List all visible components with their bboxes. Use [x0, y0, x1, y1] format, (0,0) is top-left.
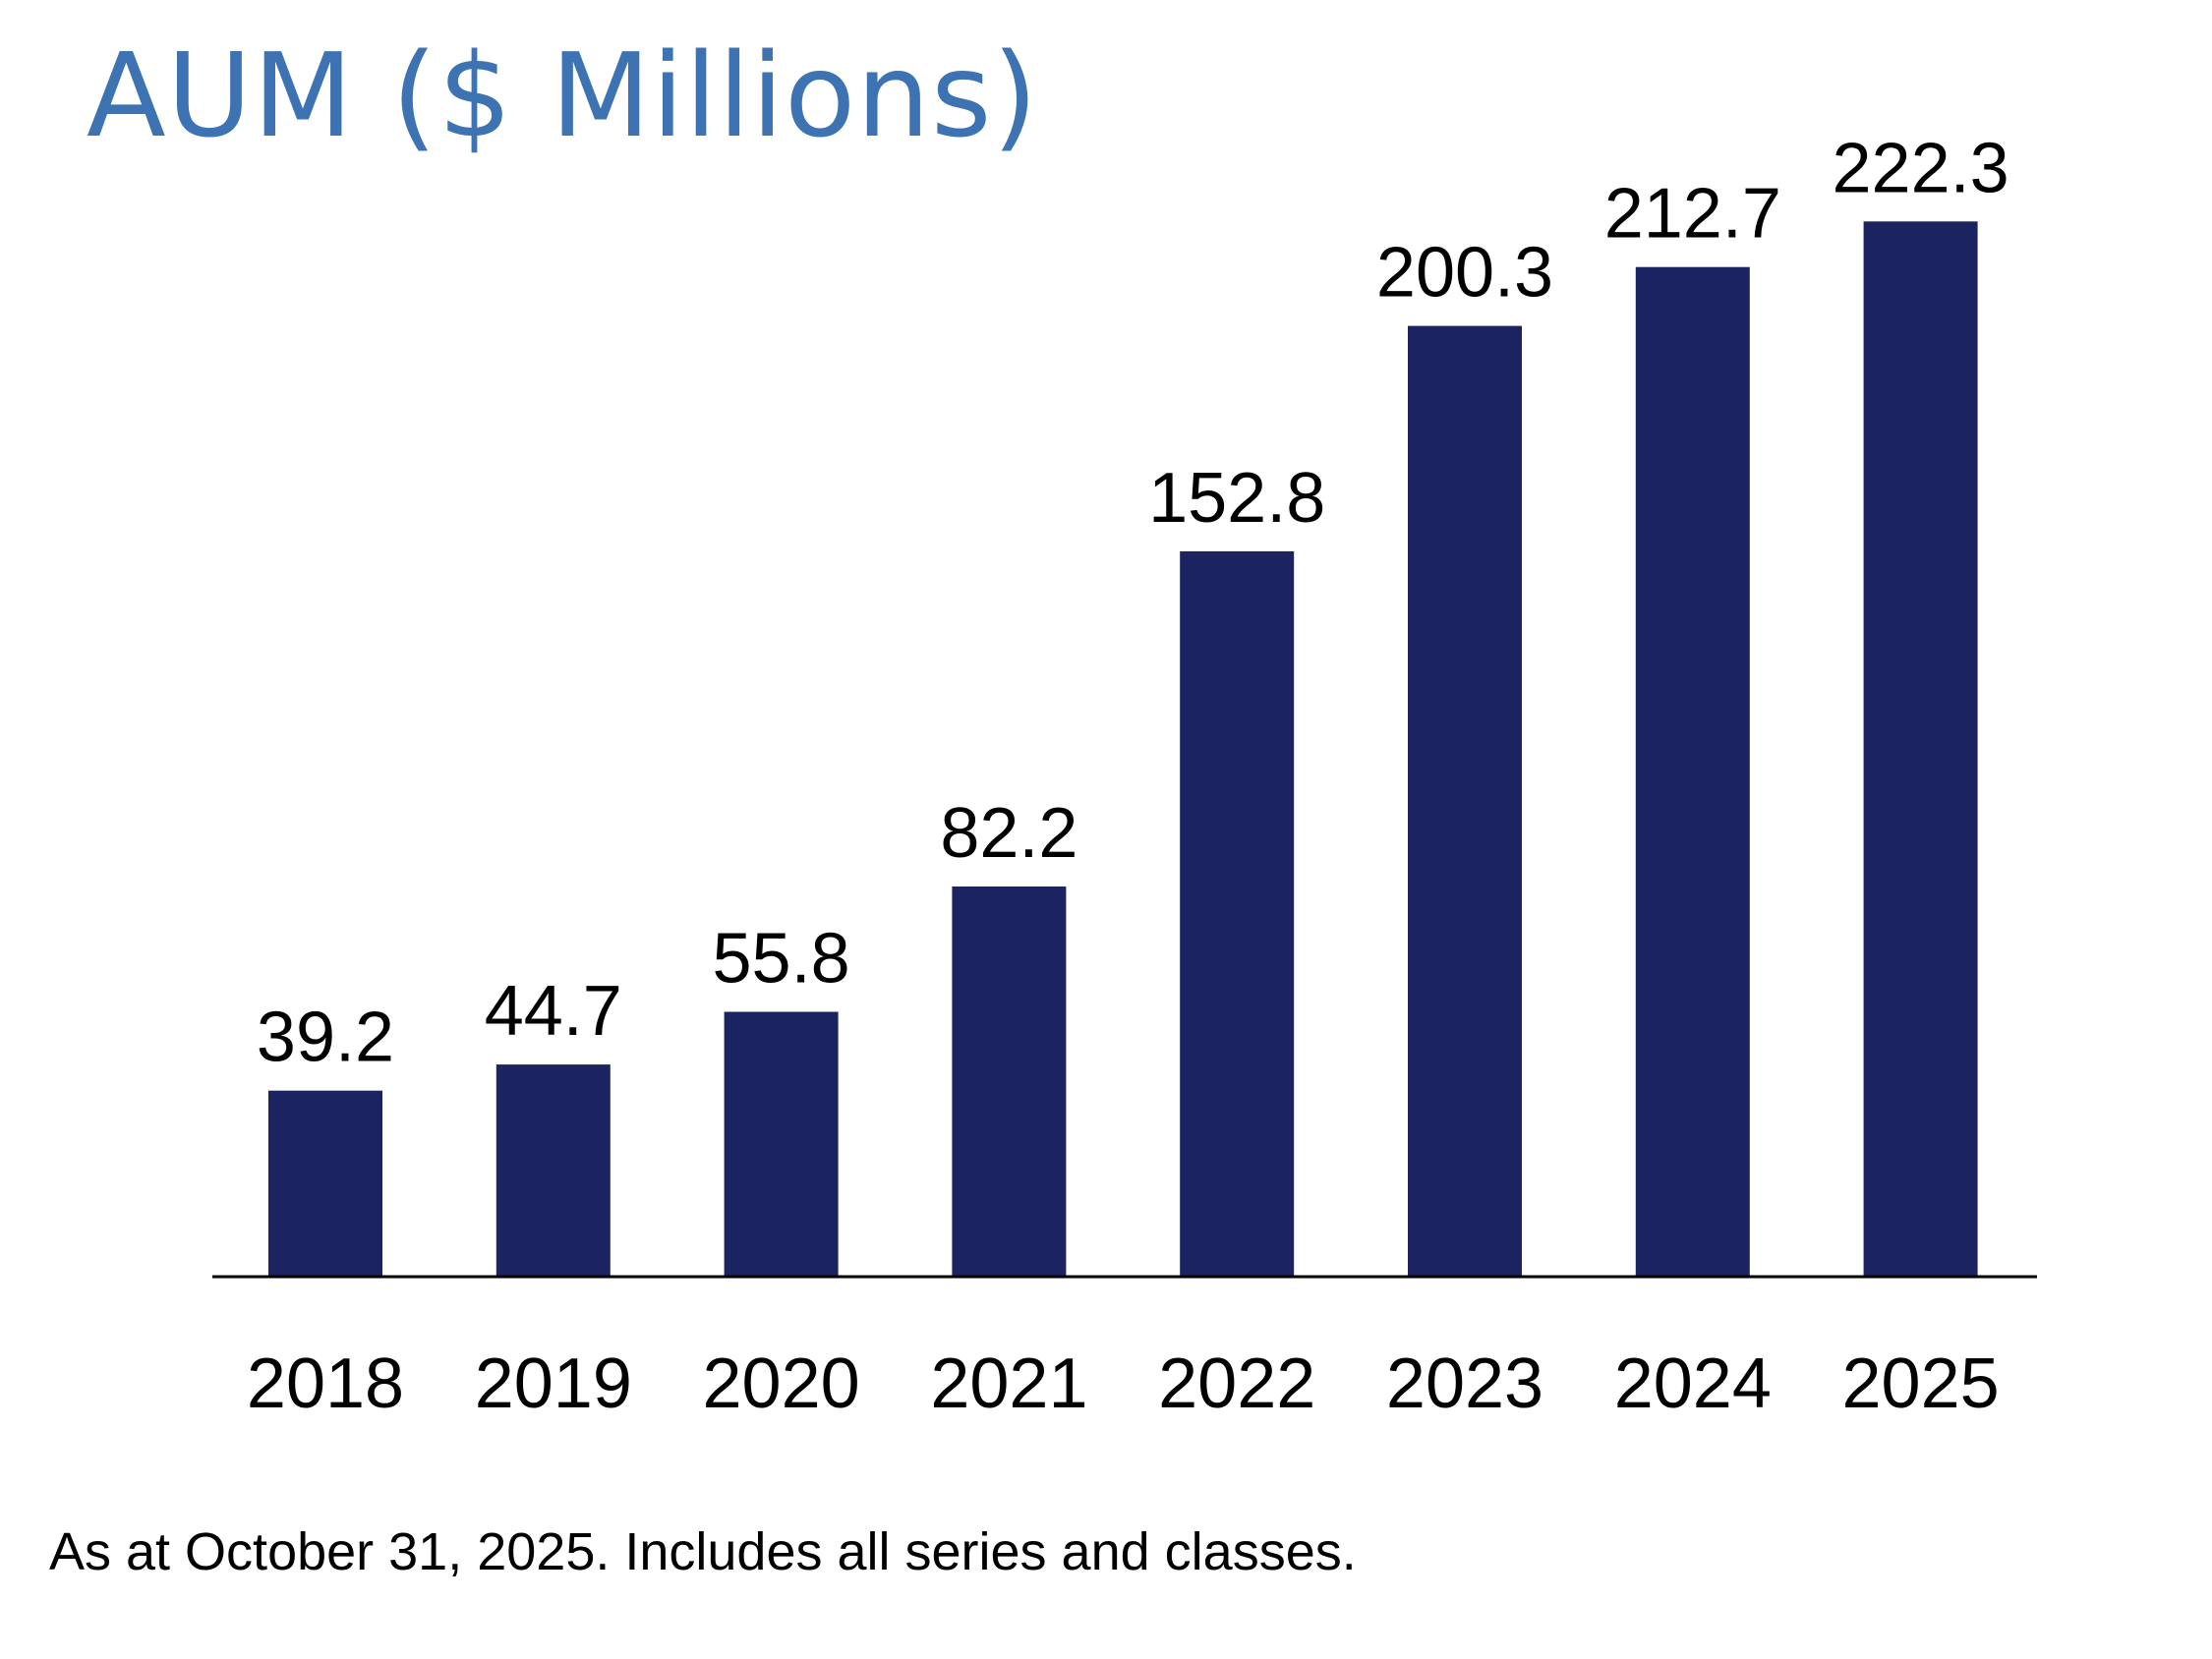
- bar-value-label-2021: 82.2: [940, 794, 1077, 873]
- x-tick-label-2024: 2024: [1614, 1344, 1772, 1423]
- x-tick-label-2025: 2025: [1842, 1344, 2000, 1423]
- x-tick-label-2022: 2022: [1158, 1344, 1315, 1423]
- bar-2018: [268, 1090, 382, 1277]
- x-tick-label-2023: 2023: [1386, 1344, 1543, 1423]
- bar-value-label-2023: 200.3: [1376, 234, 1553, 313]
- bar-value-label-2019: 44.7: [485, 972, 622, 1051]
- footnote: As at October 31, 2025. Includes all ser…: [49, 1522, 1357, 1581]
- bar-2019: [495, 1064, 611, 1277]
- bar-2024: [1635, 266, 1750, 1278]
- bar-2023: [1408, 325, 1522, 1278]
- x-tick-labels-group: 2018 2019 2020 2021 2022 2023 2024 2025: [247, 1344, 2000, 1423]
- chart-title: AUM ($ Millions): [87, 28, 1039, 163]
- bar-value-label-2022: 152.8: [1148, 459, 1325, 538]
- bar-2022: [1180, 551, 1295, 1277]
- bar-value-label-2020: 55.8: [713, 920, 850, 999]
- bars-group: [268, 221, 1978, 1278]
- bar-value-label-2025: 222.3: [1833, 129, 2009, 207]
- bar-2020: [724, 1011, 839, 1277]
- x-tick-label-2018: 2018: [247, 1344, 404, 1423]
- bar-2021: [952, 887, 1067, 1277]
- x-tick-label-2019: 2019: [475, 1344, 632, 1423]
- x-tick-label-2020: 2020: [703, 1344, 860, 1423]
- bar-value-label-2018: 39.2: [257, 999, 394, 1077]
- bar-2025: [1863, 221, 1978, 1277]
- bar-labels-group: 39.2 44.7 55.8 82.2 152.8 200.3 212.7 222.3: [257, 129, 2009, 1076]
- bar-value-label-2024: 212.7: [1604, 175, 1781, 254]
- x-tick-label-2021: 2021: [930, 1344, 1087, 1423]
